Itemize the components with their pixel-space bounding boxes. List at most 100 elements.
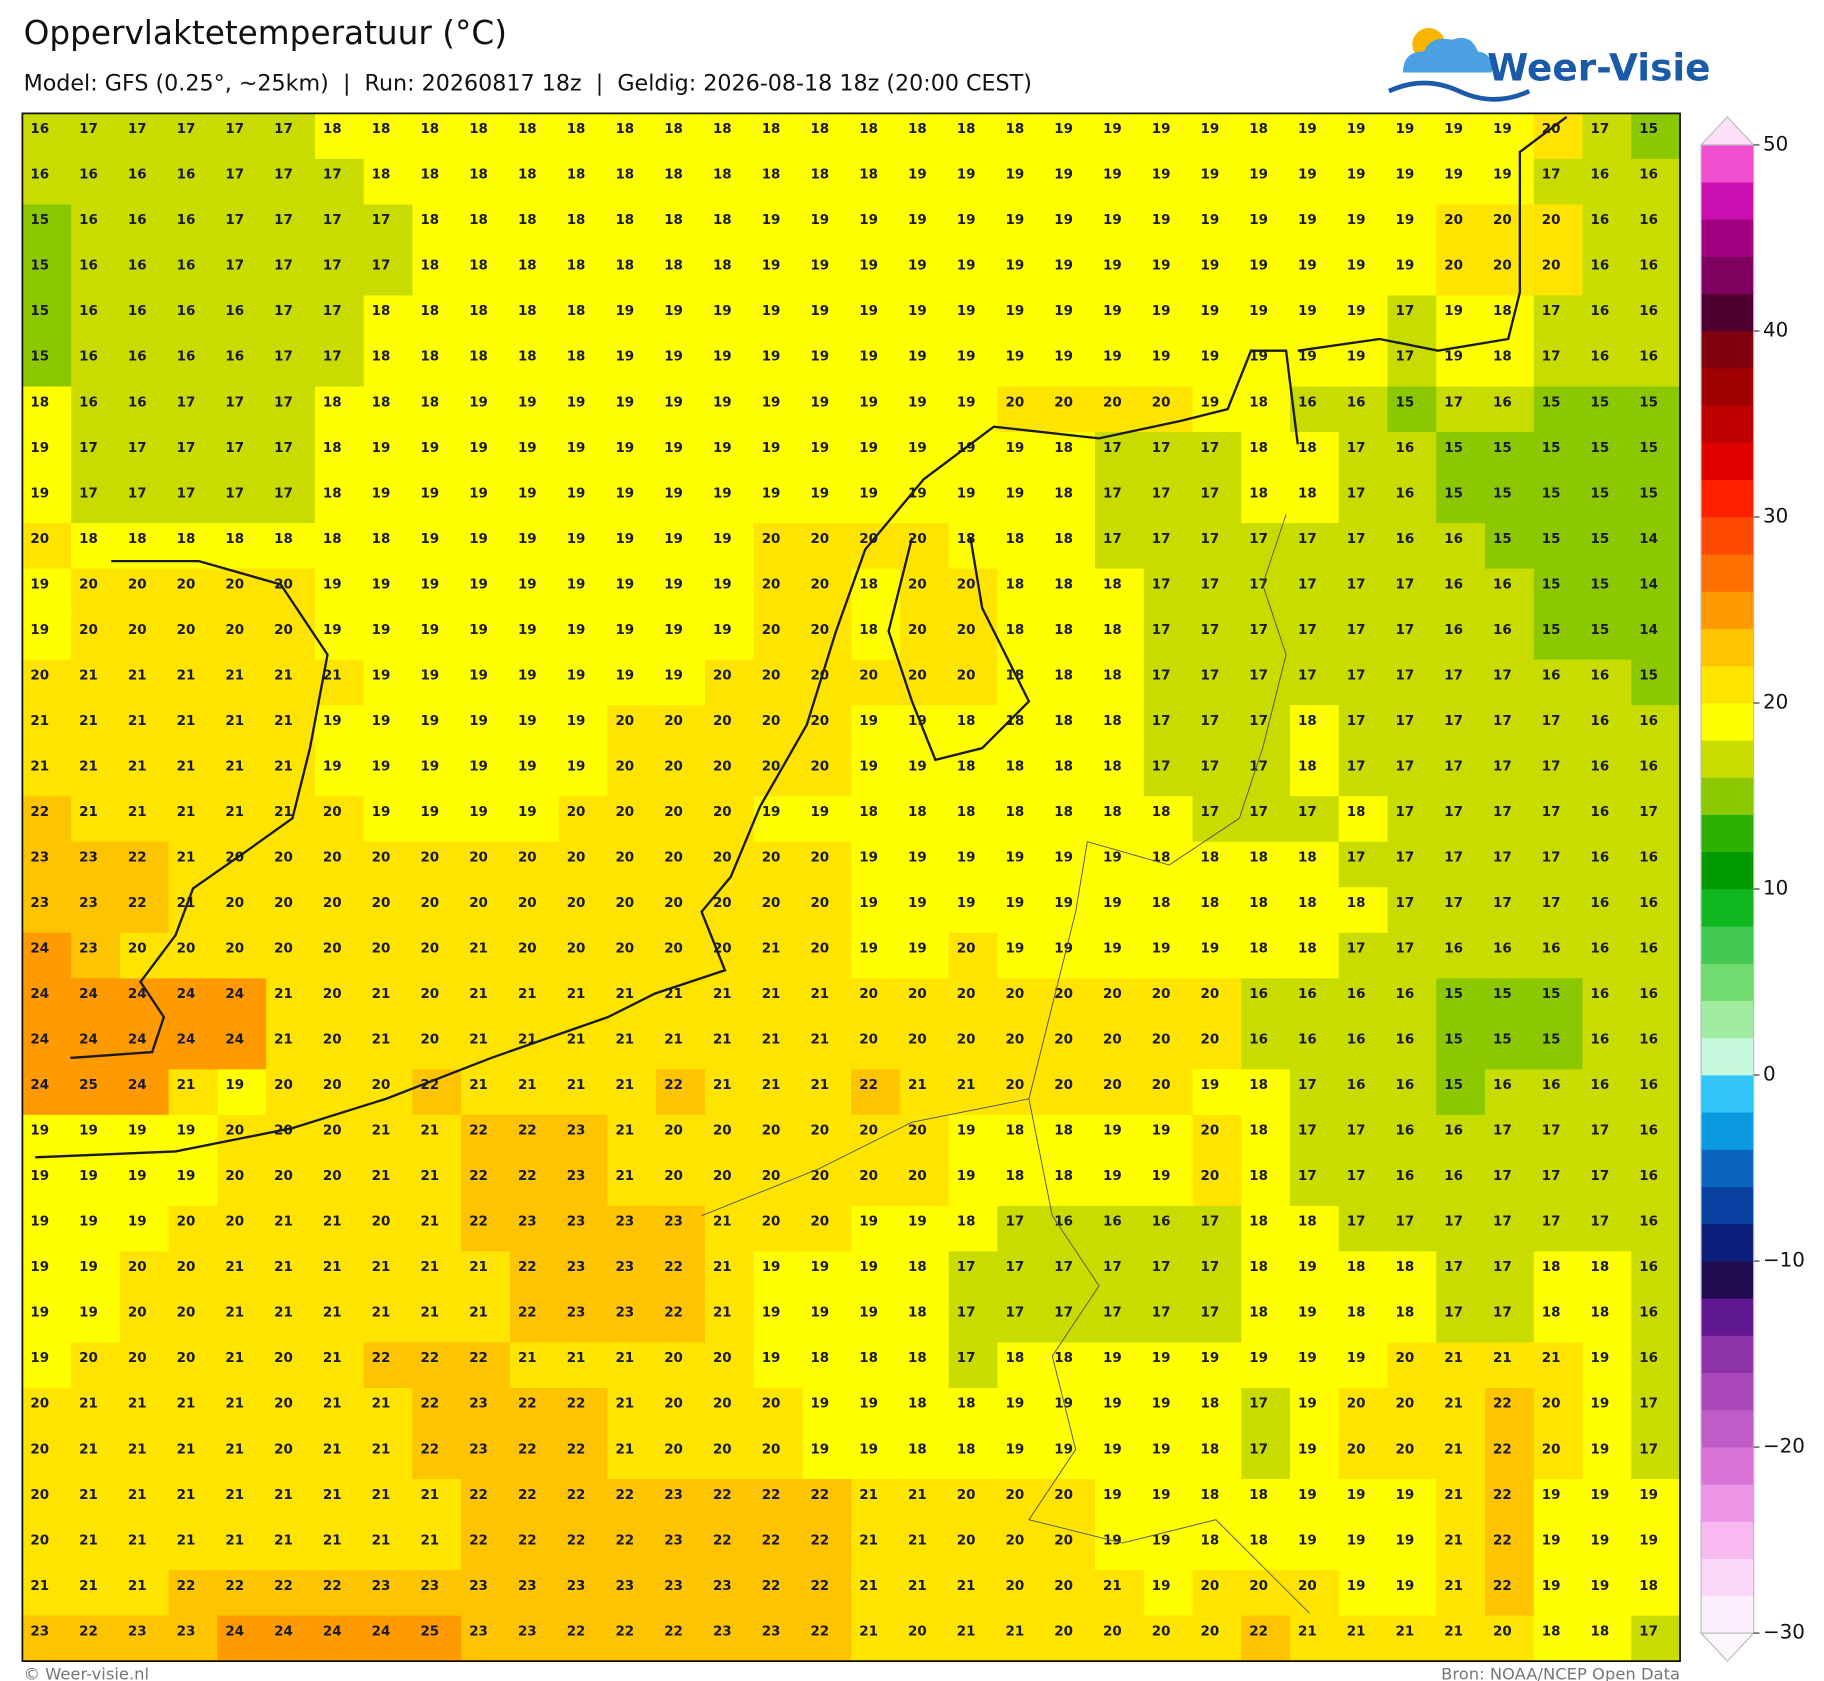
temperature-label: 19 [762, 441, 781, 456]
temperature-label: 19 [713, 395, 732, 410]
temperature-cell [753, 249, 804, 297]
temperature-label: 17 [177, 395, 196, 410]
temperature-label: 20 [177, 623, 196, 638]
temperature-cell [607, 841, 657, 888]
temperature-cell [997, 432, 1047, 479]
temperature-cell [314, 432, 365, 479]
temperature-label: 16 [1639, 1169, 1658, 1184]
temperature-label: 20 [1054, 987, 1073, 1002]
logo-wave [1387, 80, 1531, 102]
temperature-label: 21 [274, 759, 293, 774]
temperature-cell [1046, 249, 1096, 297]
temperature-label: 19 [664, 532, 683, 547]
temperature-label: 19 [664, 350, 683, 365]
temperature-label: 17 [274, 122, 293, 137]
temperature-cell [1046, 432, 1096, 479]
temperature-label: 18 [372, 168, 391, 183]
temperature-label: 17 [1347, 1215, 1366, 1230]
temperature-label: 23 [567, 1579, 586, 1594]
temperature-label: 17 [1298, 577, 1317, 592]
colorbar-band [1701, 814, 1754, 853]
temperature-cell [22, 796, 72, 843]
temperature-label: 19 [30, 441, 49, 456]
temperature-label: 18 [79, 532, 98, 547]
temperature-label: 20 [1152, 1033, 1171, 1048]
temperature-label: 21 [372, 1488, 391, 1503]
temperature-label: 21 [1444, 1351, 1463, 1366]
temperature-label: 19 [1005, 850, 1024, 865]
temperature-cell [1485, 705, 1535, 752]
temperature-label: 21 [372, 1533, 391, 1548]
temperature-label: 20 [1103, 1033, 1122, 1048]
temperature-label: 18 [713, 122, 732, 137]
temperature-cell [1582, 249, 1632, 297]
temperature-label: 21 [420, 1488, 439, 1503]
temperature-cell [997, 204, 1047, 251]
temperature-label: 20 [225, 623, 244, 638]
temperature-label: 19 [1396, 1533, 1415, 1548]
temperature-label: 19 [518, 395, 537, 410]
temperature-label: 23 [469, 1624, 488, 1639]
temperature-cell [948, 204, 999, 251]
temperature-label: 22 [810, 1624, 829, 1639]
temperature-label: 21 [762, 987, 781, 1002]
temperature-cell [168, 477, 219, 524]
temperature-label: 19 [1591, 1397, 1610, 1412]
temperature-label: 20 [1103, 395, 1122, 410]
temperature-label: 16 [177, 350, 196, 365]
temperature-label: 19 [1005, 486, 1024, 501]
temperature-label: 16 [1396, 441, 1415, 456]
temperature-label: 17 [1591, 122, 1610, 137]
temperature-label: 21 [420, 1306, 439, 1321]
temperature-label: 19 [30, 577, 49, 592]
temperature-cell [71, 750, 121, 797]
temperature-label: 17 [177, 486, 196, 501]
colorbar-band [1701, 1335, 1754, 1374]
temperature-cell [1143, 796, 1194, 843]
temperature-cell [1387, 295, 1437, 342]
temperature-label: 17 [1542, 759, 1561, 774]
temperature-label: 21 [323, 1260, 342, 1275]
temperature-cell [168, 659, 219, 706]
temperature-label: 16 [1542, 668, 1561, 683]
temperature-cell [802, 614, 852, 661]
temperature-cell [217, 386, 267, 433]
temperature-label: 18 [1103, 759, 1122, 774]
temperature-label: 17 [1493, 850, 1512, 865]
temperature-label: 19 [957, 850, 976, 865]
temperature-cell [656, 295, 706, 342]
temperature-label: 20 [225, 1215, 244, 1230]
temperature-label: 20 [908, 577, 927, 592]
temperature-label: 17 [957, 1351, 976, 1366]
temperature-cell [22, 523, 72, 570]
temperature-cell [1436, 295, 1486, 342]
temperature-label: 20 [420, 987, 439, 1002]
temperature-cell [899, 340, 950, 388]
temperature-cell [899, 796, 950, 843]
temperature-cell [363, 295, 414, 342]
temperature-cell [1289, 796, 1340, 843]
temperature-cell [704, 750, 755, 797]
colorbar-band [1701, 777, 1754, 815]
temperature-label: 17 [274, 259, 293, 274]
subtitle: Model: GFS (0.25°, ~25km) | Run: 2026081… [24, 71, 1032, 97]
temperature-label: 16 [1591, 896, 1610, 911]
temperature-label: 21 [79, 1488, 98, 1503]
temperature-label: 19 [762, 259, 781, 274]
temperature-cell [1631, 295, 1681, 342]
temperature-cell [1192, 158, 1242, 206]
temperature-cell [1387, 432, 1437, 479]
temperature-cell [119, 841, 170, 888]
temperature-label: 23 [469, 1397, 488, 1412]
temperature-label: 17 [274, 441, 293, 456]
temperature-label: 20 [859, 668, 878, 683]
temperature-cell [363, 204, 414, 251]
temperature-label: 17 [1347, 577, 1366, 592]
temperature-cell [899, 249, 950, 297]
temperature-cell [1094, 523, 1145, 570]
temperature-cell [1485, 750, 1535, 797]
temperature-cell [656, 841, 706, 888]
temperature-label: 17 [1152, 441, 1171, 456]
temperature-cell [412, 477, 462, 524]
temperature-cell [997, 705, 1047, 752]
